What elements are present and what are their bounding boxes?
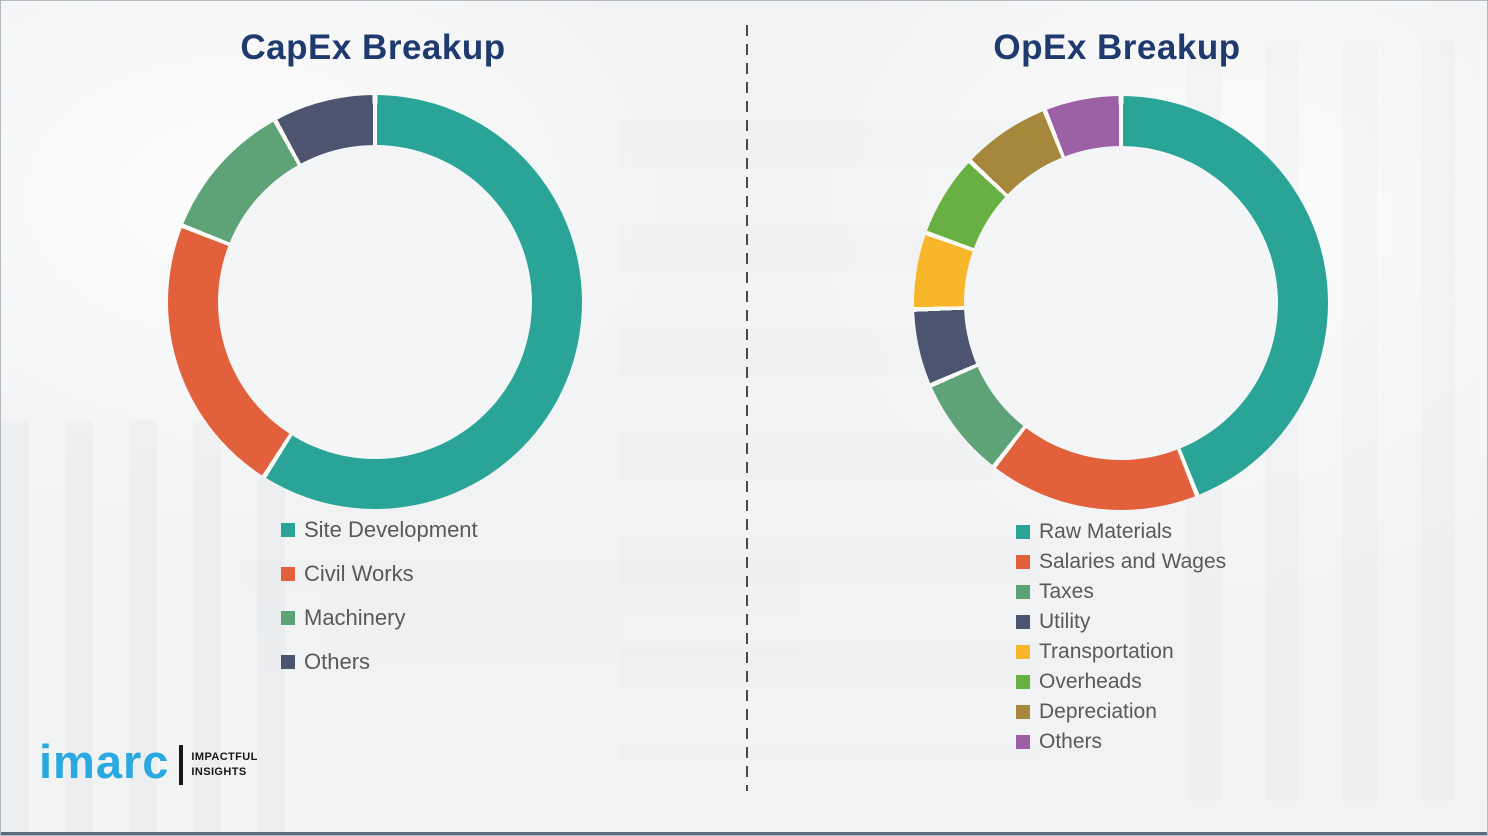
legend-label: Transportation xyxy=(1039,640,1174,663)
legend-swatch xyxy=(1016,705,1030,719)
opex-donut-chart xyxy=(914,96,1328,510)
legend-swatch xyxy=(281,611,295,625)
legend-item: Transportation xyxy=(1016,637,1226,667)
legend-label: Overheads xyxy=(1039,670,1142,693)
section-divider xyxy=(746,25,748,791)
legend-swatch xyxy=(281,567,295,581)
legend-label: Machinery xyxy=(304,605,406,630)
legend-label: Others xyxy=(304,649,371,674)
legend-item: Salaries and Wages xyxy=(1016,547,1226,577)
legend-item: Taxes xyxy=(1016,577,1226,607)
imarc-logo-text: imarc xyxy=(39,735,170,788)
opex-chart-title: OpEx Breakup xyxy=(993,28,1241,67)
capex-donut-chart xyxy=(168,95,582,509)
logo-tagline-line2: INSIGHTS xyxy=(191,765,247,778)
capex-legend: Site Development Civil Works Machinery Othe… xyxy=(281,508,478,684)
capex-chart-title: CapEx Breakup xyxy=(240,28,506,67)
legend-label: Site Development xyxy=(304,517,478,542)
legend-item: Utility xyxy=(1016,607,1226,637)
legend-label: Others xyxy=(1039,730,1103,753)
legend-label: Salaries and Wages xyxy=(1039,550,1227,573)
logo-tagline-line1: IMPACTFUL xyxy=(191,750,258,763)
legend-swatch xyxy=(281,655,295,669)
legend-label: Taxes xyxy=(1039,580,1094,603)
legend-swatch xyxy=(1016,645,1030,659)
legend-swatch xyxy=(1016,615,1030,629)
legend-item: Overheads xyxy=(1016,667,1226,697)
imarc-logo: imarc IMPACTFUL INSIGHTS xyxy=(39,738,258,785)
bottom-edge-line xyxy=(1,832,1487,835)
legend-swatch xyxy=(1016,735,1030,749)
legend-item: Raw Materials xyxy=(1016,517,1226,547)
legend-swatch xyxy=(1016,555,1030,569)
legend-item: Others xyxy=(1016,727,1226,757)
legend-label: Raw Materials xyxy=(1039,520,1173,543)
legend-swatch xyxy=(1016,585,1030,599)
capex-donut-hole xyxy=(218,145,532,459)
legend-item: Others xyxy=(281,640,478,684)
legend-label: Utility xyxy=(1039,610,1091,633)
legend-item: Depreciation xyxy=(1016,697,1226,727)
legend-swatch xyxy=(1016,675,1030,689)
legend-label: Depreciation xyxy=(1039,700,1157,723)
legend-item: Machinery xyxy=(281,596,478,640)
legend-item: Site Development xyxy=(281,508,478,552)
legend-item: Civil Works xyxy=(281,552,478,596)
legend-swatch xyxy=(1016,525,1030,539)
legend-label: Civil Works xyxy=(304,561,414,586)
opex-donut-hole xyxy=(964,146,1278,460)
legend-swatch xyxy=(281,523,295,537)
opex-legend: Raw Materials Salaries and Wages Taxes Util… xyxy=(1016,517,1226,757)
logo-tagline: IMPACTFUL INSIGHTS xyxy=(191,750,257,780)
logo-divider-bar xyxy=(179,744,184,785)
